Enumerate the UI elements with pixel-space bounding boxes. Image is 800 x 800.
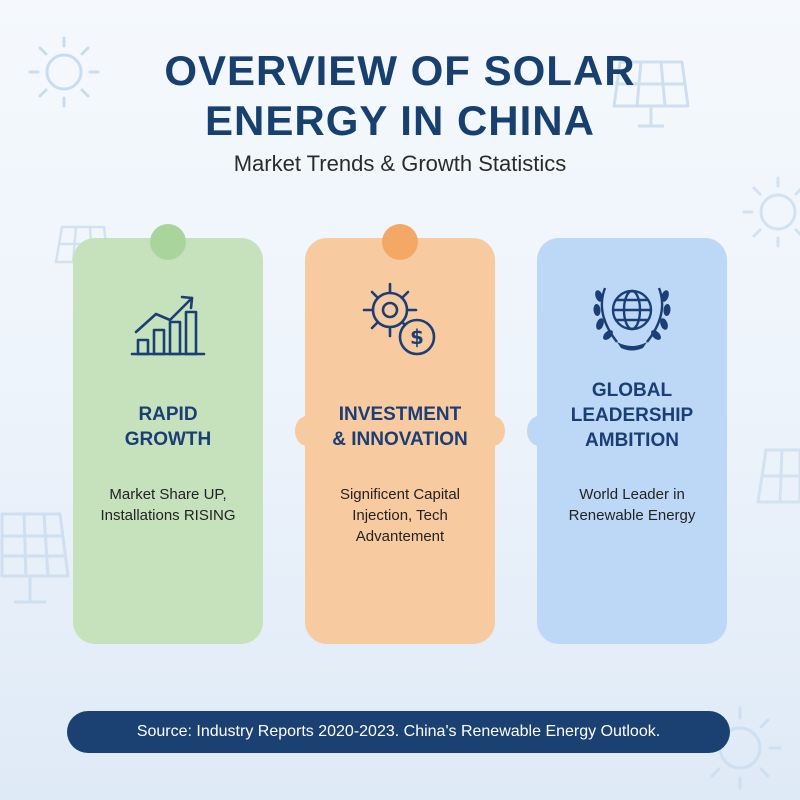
globe-laurel-icon	[593, 287, 671, 351]
card-description-line: Renewable Energy	[568, 507, 696, 524]
card-description-line: Significent Capital	[339, 486, 461, 503]
card-description-line: Advantement	[355, 528, 445, 545]
card-heading-line: RAPID	[138, 404, 198, 425]
growth-chart-icon	[130, 295, 206, 356]
card-connector-tab	[527, 416, 551, 446]
card-description-line: Installations RISING	[100, 507, 236, 524]
sun-icon	[742, 176, 800, 248]
card-description: Market Share UP, Installations RISING	[73, 484, 263, 526]
page-subtitle: Market Trends & Growth Statistics	[233, 151, 567, 176]
card-description-line: World Leader in	[579, 486, 685, 503]
card-heading: INVESTMENT & INNOVATION	[305, 402, 495, 452]
source-footer: Source: Industry Reports 2020-2023. Chin…	[67, 711, 730, 753]
card-description-line: Injection, Tech	[352, 507, 448, 524]
card-heading: GLOBAL LEADERSHIP AMBITION	[537, 378, 727, 453]
page-title: OVERVIEW OF SOLAR ENERGY IN CHINA	[0, 46, 800, 146]
card-description: World Leader in Renewable Energy	[537, 484, 727, 526]
card-description: Significent Capital Injection, Tech Adva…	[305, 484, 495, 547]
page-title-line-1: OVERVIEW OF SOLAR	[164, 47, 636, 94]
solar-panel-icon	[612, 60, 690, 128]
card-rapid-growth: RAPID GROWTH Market Share UP, Installati…	[73, 224, 263, 644]
card-heading-line: GROWTH	[124, 429, 212, 450]
card-description-line: Market Share UP,	[109, 486, 227, 503]
solar-panel-icon	[0, 512, 70, 604]
card-heading-line: LEADERSHIP	[570, 405, 694, 426]
svg-text:$: $	[410, 325, 424, 349]
card-connector-tab	[295, 416, 319, 446]
card-marker-dot	[150, 224, 186, 260]
card-investment-innovation: $ INVESTMENT & INNOVATION Significent Ca…	[295, 224, 505, 644]
card-heading: RAPID GROWTH	[73, 402, 263, 452]
card-heading-line: AMBITION	[585, 430, 679, 451]
sun-icon	[28, 36, 100, 108]
card-heading-line: GLOBAL	[591, 380, 673, 401]
card-marker-dot	[382, 224, 418, 260]
card-heading-line: INVESTMENT	[338, 404, 462, 425]
card-connector-tab	[481, 416, 505, 446]
solar-panel-icon	[756, 448, 800, 504]
page-title-line-2: ENERGY IN CHINA	[205, 97, 595, 144]
card-global-leadership: GLOBAL LEADERSHIP AMBITION World Leader …	[527, 238, 727, 644]
gear-dollar-icon: $	[362, 282, 436, 356]
card-heading-line: & INNOVATION	[332, 429, 468, 450]
